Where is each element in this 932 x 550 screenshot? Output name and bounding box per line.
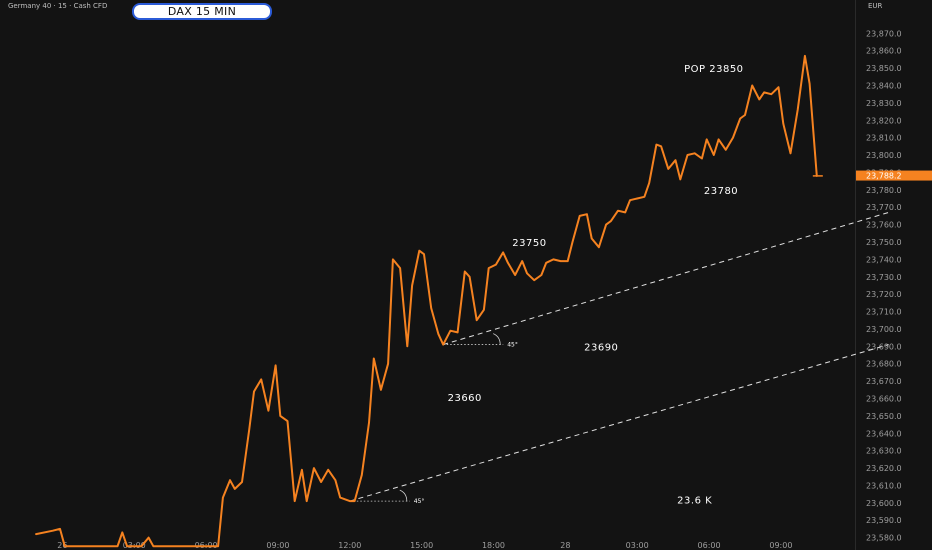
annotation-label: POP 23850 (684, 64, 743, 75)
y-tick-label: 23,750.0 (866, 238, 902, 247)
y-tick-label: 23,580.0 (866, 534, 902, 543)
y-tick-label: 23,830.0 (866, 99, 902, 108)
y-tick-label: 23,720.0 (866, 290, 902, 299)
price-series[interactable] (35, 54, 823, 548)
x-tick-label: 15:00 (410, 541, 433, 550)
y-tick-label: 23,590.0 (866, 516, 902, 525)
y-tick-label: 23,680.0 (866, 360, 902, 369)
last-price-label: 23,788.2 (866, 172, 902, 181)
y-tick-label: 23,710.0 (866, 308, 902, 317)
angle-arc (493, 333, 501, 345)
y-tick-label: 23,760.0 (866, 221, 902, 230)
annotation-label: 23780 (704, 186, 738, 197)
trendline[interactable] (443, 211, 889, 346)
annotation-label: 23.6 K (677, 495, 712, 506)
y-tick-label: 23,650.0 (866, 412, 902, 421)
y-tick-label: 23,610.0 (866, 481, 902, 490)
angle-label: 45° (507, 342, 518, 349)
y-tick-label: 23,820.0 (866, 116, 902, 125)
y-tick-label: 23,620.0 (866, 464, 902, 473)
y-tick-label: 23,810.0 (866, 134, 902, 143)
x-tick-label: 09:00 (266, 541, 289, 550)
y-tick-label: 23,630.0 (866, 447, 902, 456)
angle-label: 45° (414, 498, 425, 505)
y-tick-label: 23,690.0 (866, 342, 902, 351)
annotations: POP 23850 23780 23750 23690 23660 23.6 K (448, 64, 743, 506)
annotation-label: 23690 (584, 342, 618, 353)
y-tick-label: 23,670.0 (866, 377, 902, 386)
last-price-tag-bg (856, 170, 932, 181)
x-tick-label: 28 (560, 541, 570, 550)
x-tick-label: 12:00 (338, 541, 361, 550)
trendline[interactable] (349, 344, 889, 502)
trendlines[interactable]: 45° 45° (349, 211, 889, 505)
annotation-label: 23660 (448, 393, 482, 404)
y-tick-label: 23,600.0 (866, 499, 902, 508)
y-tick-label: 23,640.0 (866, 429, 902, 438)
y-tick-label: 23,660.0 (866, 394, 902, 403)
annotation-label: 23750 (512, 238, 546, 249)
x-tick-label: 03:00 (626, 541, 649, 550)
y-tick-label: 23,770.0 (866, 203, 902, 212)
x-tick-label: 06:00 (698, 541, 721, 550)
last-price-tag: 23,788.2 (856, 170, 932, 181)
y-tick-label: 23,780.0 (866, 186, 902, 195)
x-tick-label: 18:00 (482, 541, 505, 550)
price-axis[interactable]: 23,580.0 23,590.0 23,600.0 23,610.0 23,620.0… (855, 0, 902, 550)
y-tick-label: 23,700.0 (866, 325, 902, 334)
y-tick-label: 23,840.0 (866, 81, 902, 90)
currency-label: EUR (868, 2, 883, 10)
x-tick-label: 26 (57, 541, 67, 550)
y-tick-label: 23,850.0 (866, 64, 902, 73)
angle-arc (399, 489, 408, 502)
symbol-label: Germany 40 · 15 · Cash CFD (8, 2, 108, 10)
y-tick-label: 23,740.0 (866, 255, 902, 264)
y-tick-label: 23,860.0 (866, 47, 902, 56)
price-line[interactable] (35, 54, 818, 548)
y-tick-label: 23,870.0 (866, 29, 902, 38)
y-tick-label: 23,800.0 (866, 151, 902, 160)
x-tick-label: 09:00 (769, 541, 792, 550)
chart-title-badge: DAX 15 MIN (132, 3, 272, 20)
y-tick-label: 23,730.0 (866, 273, 902, 282)
